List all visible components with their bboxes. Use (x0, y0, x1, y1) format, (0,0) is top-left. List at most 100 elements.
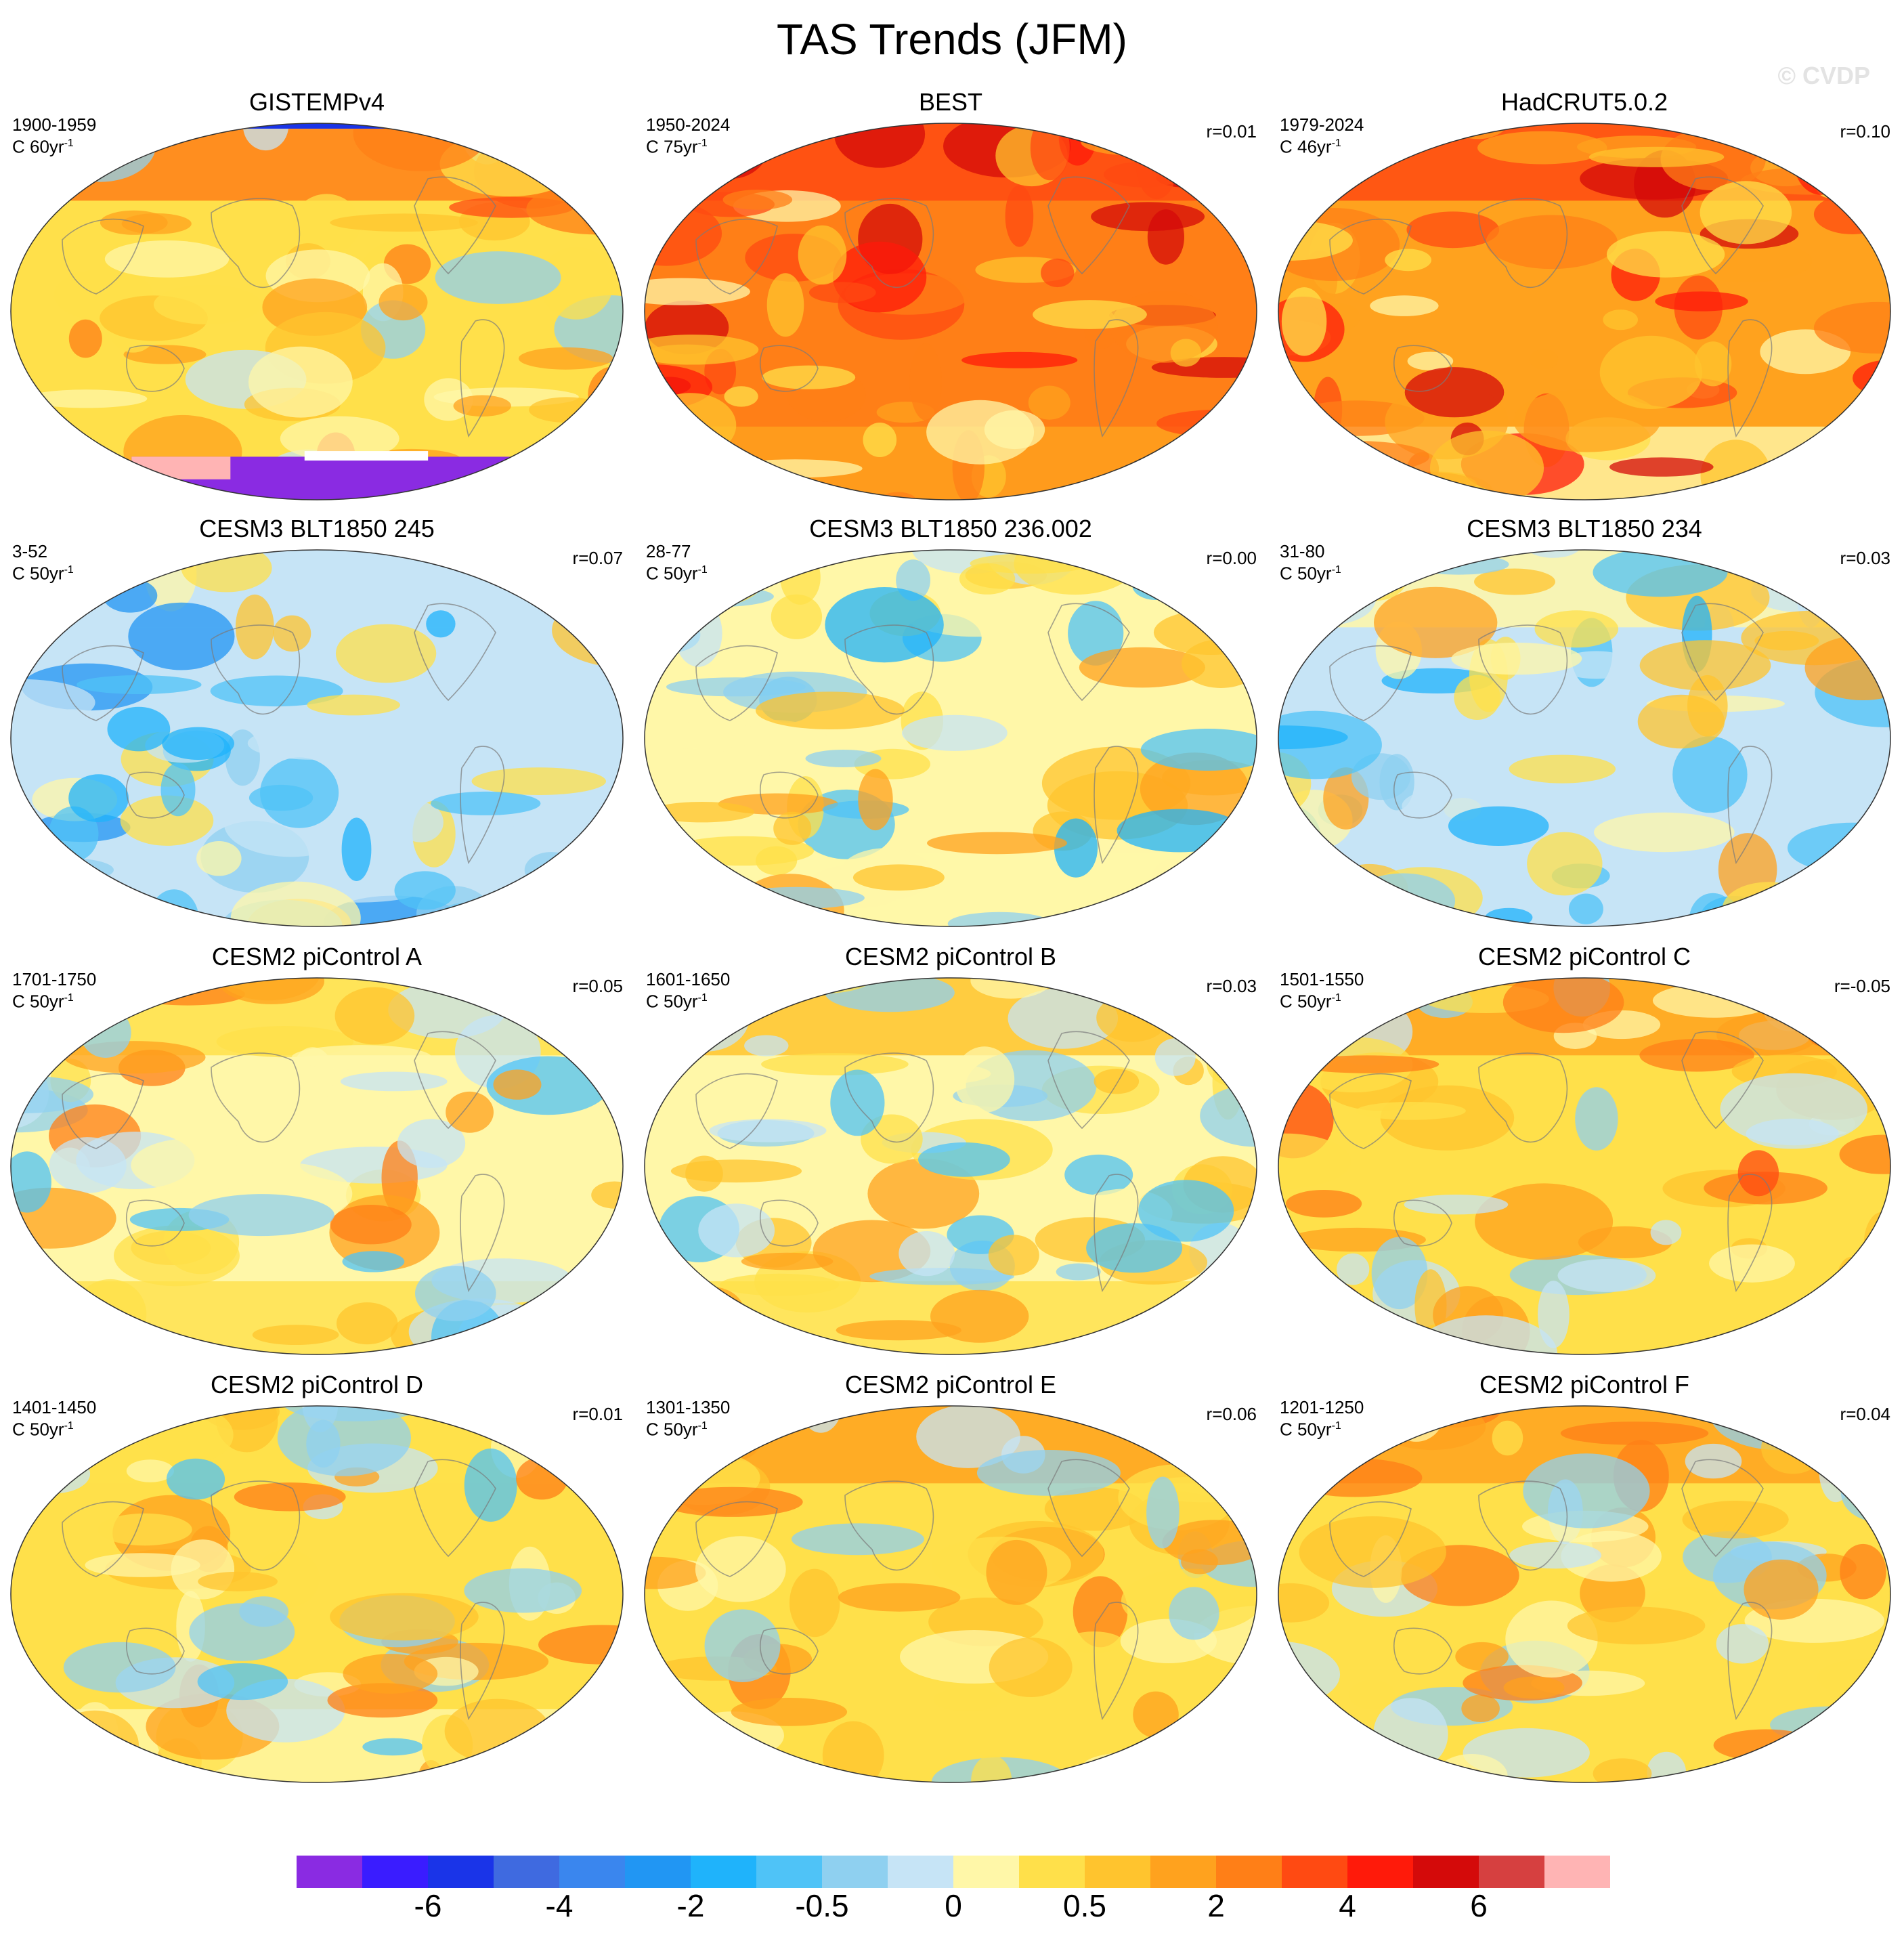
map-panel: CESM2 piControl F 1201-1250 C 50yr-1 r=0.04 (1268, 1371, 1901, 1799)
colorbar-bin (494, 1856, 560, 1888)
colorbar-tick-label: 6 (1470, 1888, 1488, 1923)
panel-correlation: r=-0.05 (1834, 976, 1890, 996)
map-panel: CESM3 BLT1850 236.002 28-77 C 50yr-1 r=0.00 (634, 515, 1268, 943)
trend-map (1278, 1405, 1891, 1783)
panel-correlation: r=0.03 (1840, 548, 1890, 568)
panel-title: CESM3 BLT1850 236.002 (809, 515, 1092, 542)
colorbar-bin (1413, 1856, 1479, 1888)
panel-units: C 50yr-1 (12, 991, 74, 1012)
panel-period: 1979-2024 (1280, 114, 1364, 135)
panel-title: CESM3 BLT1850 234 (1467, 515, 1702, 542)
panel-period: 1701-1750 (12, 969, 97, 989)
trend-map (10, 977, 624, 1355)
panel-title: CESM2 piControl C (1477, 943, 1691, 970)
colorbar-bin (297, 1856, 363, 1888)
colorbar-bin (822, 1856, 888, 1888)
panel-units: C 50yr-1 (1280, 1419, 1341, 1440)
panel-units: C 46yr-1 (1280, 136, 1341, 157)
colorbar-tick-label: 4 (1339, 1888, 1356, 1923)
figure-title: TAS Trends (JFM) (777, 15, 1127, 64)
panel-title: CESM2 piControl B (844, 943, 1057, 970)
panel-period: 1301-1350 (646, 1397, 731, 1417)
panel-title: CESM2 piControl D (210, 1371, 424, 1398)
colorbar-bin (1282, 1856, 1348, 1888)
panel-units: C 50yr-1 (1280, 991, 1341, 1012)
colorbar-bin (1150, 1856, 1217, 1888)
colorbar-tick-label: 2 (1207, 1888, 1225, 1923)
colorbar-bin (559, 1856, 626, 1888)
panel-title: BEST (918, 88, 983, 116)
trend-map (644, 123, 1257, 500)
colorbar-bin (756, 1856, 823, 1888)
colorbar-tick-label: -4 (545, 1888, 574, 1923)
colorbar-bin (1019, 1856, 1085, 1888)
panel-period: 3-52 (12, 541, 48, 561)
panel-correlation: r=0.04 (1840, 1404, 1890, 1424)
colorbar-bin (625, 1856, 691, 1888)
colorbar-bin (953, 1856, 1020, 1888)
colorbar-bin (428, 1856, 494, 1888)
panel-units: C 50yr-1 (646, 563, 708, 584)
panel-title: CESM3 BLT1850 245 (199, 515, 435, 542)
map-panel: BEST 1950-2024 C 75yr-1 r=0.01 (634, 88, 1268, 516)
map-panel: CESM2 piControl B 1601-1650 C 50yr-1 r=0.03 (634, 943, 1268, 1371)
colorbar-bin (362, 1856, 429, 1888)
colorbar-bin (1347, 1856, 1414, 1888)
colorbar-bin (1479, 1856, 1545, 1888)
panel-title: HadCRUT5.0.2 (1500, 88, 1668, 116)
panel-units: C 50yr-1 (646, 1419, 708, 1440)
panel-correlation: r=0.10 (1840, 121, 1890, 142)
panel-period: 1601-1650 (646, 969, 731, 989)
colorbar-tick-label: 0 (945, 1888, 962, 1923)
panel-title: CESM2 piControl F (1479, 1371, 1690, 1398)
trend-map (644, 977, 1257, 1355)
map-panel: CESM2 piControl E 1301-1350 C 50yr-1 r=0.06 (634, 1371, 1268, 1799)
panel-units: C 75yr-1 (646, 136, 708, 157)
panel-period: 1501-1550 (1280, 969, 1364, 989)
panel-correlation: r=0.01 (572, 1404, 623, 1424)
panel-period: 1900-1959 (12, 114, 97, 135)
trend-map (644, 549, 1257, 927)
map-panel: CESM2 piControl D 1401-1450 C 50yr-1 r=0.01 (0, 1371, 634, 1799)
panel-correlation: r=0.00 (1206, 548, 1257, 568)
panel-correlation: r=0.07 (572, 548, 623, 568)
colorbar-labels: -6 -4 -2 -0.5 0 0.5 2 4 6 (297, 1887, 1610, 1927)
panel-correlation: r=0.01 (1206, 121, 1257, 142)
panel-period: 28-77 (646, 541, 691, 561)
trend-map (1278, 977, 1891, 1355)
panel-correlation: r=0.06 (1206, 1404, 1257, 1424)
trend-map (1278, 549, 1891, 927)
colorbar-bin (1216, 1856, 1282, 1888)
panel-period: 1950-2024 (646, 114, 731, 135)
panel-period: 1201-1250 (1280, 1397, 1364, 1417)
colorbar-bin (1085, 1856, 1151, 1888)
map-panel: CESM2 piControl C 1501-1550 C 50yr-1 r=-0.0… (1268, 943, 1901, 1371)
trend-map (1278, 123, 1891, 500)
colorbar-bin (1544, 1856, 1610, 1888)
map-panel: CESM3 BLT1850 245 3-52 C 50yr-1 r=0.07 (0, 515, 634, 943)
panel-title: CESM2 piControl A (211, 943, 423, 970)
colorbar-tick-label: -0.5 (795, 1888, 849, 1923)
panel-units: C 60yr-1 (12, 136, 74, 157)
panel-units: C 50yr-1 (12, 1419, 74, 1440)
colorbar-bin (888, 1856, 954, 1888)
trend-map (10, 123, 624, 500)
panel-units: C 50yr-1 (12, 563, 74, 584)
colorbar (297, 1856, 1610, 1888)
map-panel: CESM2 piControl A 1701-1750 C 50yr-1 r=0.05 (0, 943, 634, 1371)
panel-units: C 50yr-1 (1280, 563, 1341, 584)
map-panel: HadCRUT5.0.2 1979-2024 C 46yr-1 r=0.10 (1268, 88, 1901, 516)
panel-period: 31-80 (1280, 541, 1325, 561)
colorbar-tick-label: -6 (414, 1888, 442, 1923)
cvdp-watermark: © CVDP (1777, 62, 1870, 89)
map-panel: GISTEMPv4 1900-1959 C 60yr-1 (0, 88, 634, 516)
colorbar-bin (691, 1856, 757, 1888)
colorbar-tick-label: 0.5 (1063, 1888, 1106, 1923)
trend-map (10, 549, 624, 927)
panel-units: C 50yr-1 (646, 991, 708, 1012)
panel-title: GISTEMPv4 (248, 88, 385, 116)
panel-correlation: r=0.03 (1206, 976, 1257, 996)
trend-map (10, 1405, 624, 1783)
panel-title: CESM2 piControl E (844, 1371, 1057, 1398)
panel-period: 1401-1450 (12, 1397, 97, 1417)
